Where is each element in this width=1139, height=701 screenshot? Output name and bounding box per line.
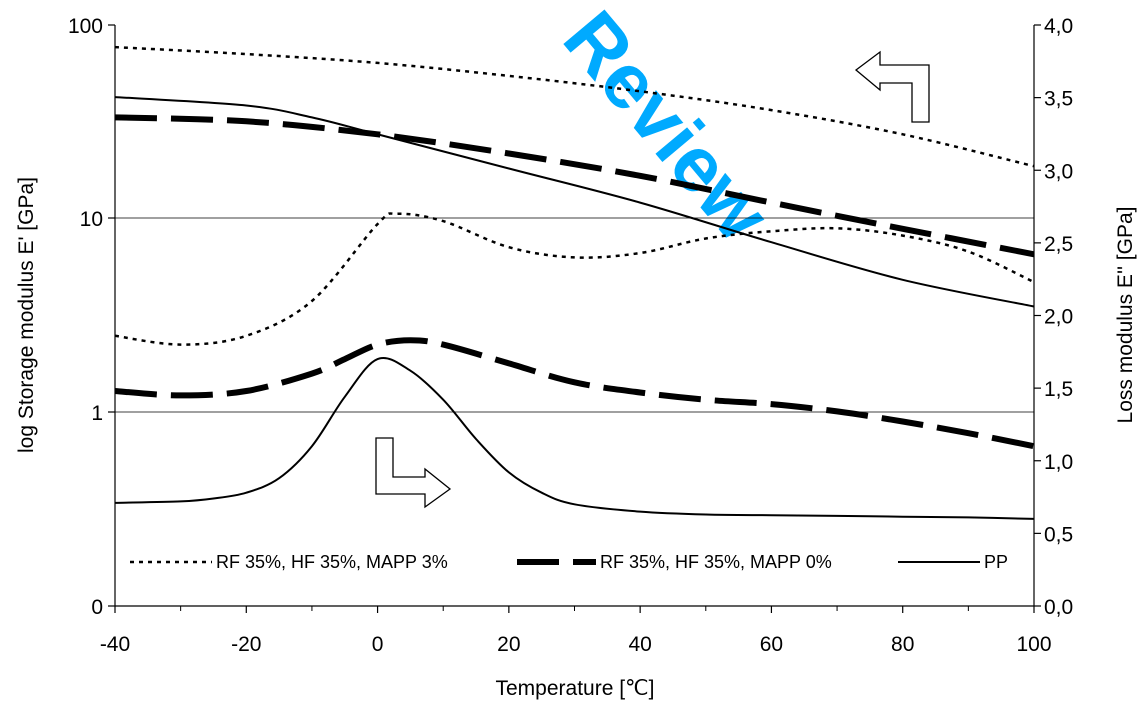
x-tick-label: -20	[231, 633, 261, 656]
x-tick-label: 60	[760, 633, 783, 656]
y-axis-left-title: log Storage modulus E' [GPa]	[15, 177, 38, 453]
x-axis-title: Temperature [℃]	[496, 677, 655, 700]
y-right-tick-label: 1,5	[1044, 378, 1073, 401]
series-line-right-solid	[114, 357, 1035, 520]
y-right-tick-label: 0,5	[1044, 523, 1073, 546]
y-right-tick-label: 3,5	[1044, 88, 1073, 111]
y-left-tick-label: 1	[91, 402, 103, 425]
left-arrow-icon	[854, 50, 930, 123]
series-line-left-dotted	[114, 45, 1035, 168]
y-left-tick-label: 100	[68, 15, 103, 38]
x-tick-label: -40	[100, 633, 130, 656]
series-line-left-solid	[114, 96, 1035, 308]
series-line-left-dashed	[114, 114, 1035, 258]
y-left-tick-label: 10	[80, 208, 103, 231]
y-right-tick-label: 3,0	[1044, 160, 1073, 183]
series-lines	[114, 45, 1035, 520]
watermark-text: Review	[547, 0, 787, 257]
x-tick-label: 100	[1016, 633, 1051, 656]
x-tick-label: 20	[497, 633, 520, 656]
tick-labels: -40 -20 0 20 40 60 80 100 0 1 10 100 0,0 0,5 1,0 1,5 2,0…	[68, 15, 1073, 656]
y-left-tick-label: 0	[91, 596, 103, 619]
y-right-tick-label: 0,0	[1044, 596, 1073, 619]
y-right-tick-label: 2,0	[1044, 306, 1073, 329]
x-tick-label: 80	[891, 633, 914, 656]
series-line-right-dashed	[114, 337, 1035, 450]
legend-label-mapp3: RF 35%, HF 35%, MAPP 3%	[216, 552, 448, 572]
y-right-tick-label: 4,0	[1044, 15, 1073, 38]
y-right-tick-label: 2,5	[1044, 233, 1073, 256]
x-tick-label: 40	[628, 633, 651, 656]
legend: RF 35%, HF 35%, MAPP 3% RF 35%, HF 35%, …	[130, 552, 1008, 572]
y-axis-right-title: Loss modulus E'' [GPa]	[1114, 207, 1137, 424]
x-tick-label: 0	[372, 633, 384, 656]
legend-label-mapp0: RF 35%, HF 35%, MAPP 0%	[600, 552, 832, 572]
y-right-tick-label: 1,0	[1044, 451, 1073, 474]
legend-label-pp: PP	[984, 552, 1008, 572]
axis-ticks	[108, 24, 1041, 613]
right-arrow-icon	[375, 437, 452, 509]
